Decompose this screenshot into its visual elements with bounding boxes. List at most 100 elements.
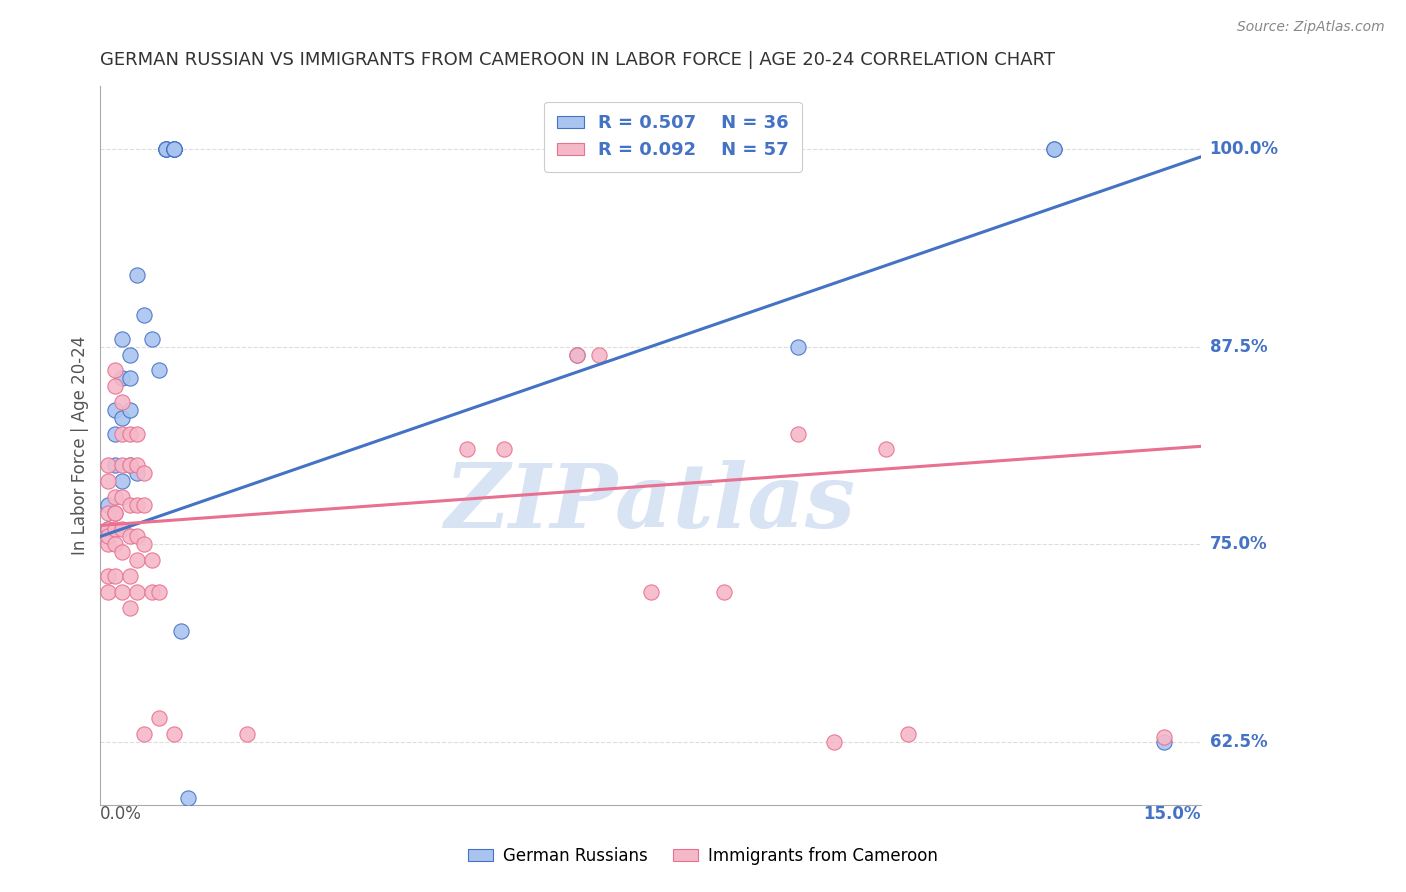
Point bbox=[1043, 142, 1066, 156]
Point bbox=[111, 458, 134, 473]
Point bbox=[125, 585, 148, 599]
Point bbox=[104, 490, 127, 504]
Point bbox=[155, 142, 177, 156]
Point bbox=[111, 585, 134, 599]
Point bbox=[148, 711, 170, 725]
Point bbox=[97, 474, 120, 488]
Point bbox=[97, 506, 120, 520]
Point bbox=[111, 522, 134, 536]
Point bbox=[492, 442, 515, 457]
Point bbox=[104, 363, 127, 377]
Point bbox=[118, 426, 141, 441]
Point bbox=[163, 142, 186, 156]
Point bbox=[104, 403, 127, 417]
Point bbox=[111, 426, 134, 441]
Point bbox=[104, 506, 127, 520]
Point bbox=[588, 347, 610, 361]
Point bbox=[118, 403, 141, 417]
Point bbox=[97, 529, 120, 543]
Point bbox=[155, 142, 177, 156]
Point bbox=[1153, 735, 1175, 749]
Point bbox=[111, 371, 134, 385]
Point bbox=[97, 585, 120, 599]
Text: GERMAN RUSSIAN VS IMMIGRANTS FROM CAMEROON IN LABOR FORCE | AGE 20-24 CORRELATIO: GERMAN RUSSIAN VS IMMIGRANTS FROM CAMERO… bbox=[100, 51, 1056, 69]
Point bbox=[141, 585, 163, 599]
Text: ZIPatlas: ZIPatlas bbox=[446, 460, 856, 546]
Point bbox=[897, 727, 920, 741]
Point bbox=[118, 371, 141, 385]
Point bbox=[111, 474, 134, 488]
Text: 15.0%: 15.0% bbox=[1143, 805, 1201, 823]
Legend: R = 0.507    N = 36, R = 0.092    N = 57: R = 0.507 N = 36, R = 0.092 N = 57 bbox=[544, 102, 801, 172]
Point bbox=[134, 498, 156, 512]
Point bbox=[118, 347, 141, 361]
Text: 75.0%: 75.0% bbox=[1209, 535, 1267, 553]
Point bbox=[118, 569, 141, 583]
Point bbox=[134, 308, 156, 322]
Point bbox=[104, 522, 127, 536]
Point bbox=[236, 727, 259, 741]
Point bbox=[134, 466, 156, 480]
Point bbox=[134, 727, 156, 741]
Point bbox=[118, 498, 141, 512]
Point bbox=[163, 727, 186, 741]
Point bbox=[640, 585, 662, 599]
Point bbox=[104, 458, 127, 473]
Point bbox=[155, 142, 177, 156]
Point bbox=[875, 442, 897, 457]
Text: 62.5%: 62.5% bbox=[1209, 733, 1267, 751]
Text: 87.5%: 87.5% bbox=[1209, 337, 1267, 356]
Point bbox=[823, 735, 845, 749]
Point bbox=[125, 426, 148, 441]
Point bbox=[567, 347, 589, 361]
Point bbox=[97, 522, 120, 536]
Point bbox=[148, 363, 170, 377]
Text: 0.0%: 0.0% bbox=[100, 805, 142, 823]
Point bbox=[163, 142, 186, 156]
Point bbox=[104, 426, 127, 441]
Point bbox=[125, 529, 148, 543]
Point bbox=[141, 553, 163, 567]
Point bbox=[125, 553, 148, 567]
Point bbox=[148, 585, 170, 599]
Point bbox=[111, 545, 134, 559]
Point bbox=[713, 585, 735, 599]
Point bbox=[104, 537, 127, 551]
Legend: German Russians, Immigrants from Cameroon: German Russians, Immigrants from Cameroo… bbox=[460, 838, 946, 873]
Point bbox=[125, 466, 148, 480]
Point bbox=[111, 332, 134, 346]
Point bbox=[155, 142, 177, 156]
Point bbox=[1153, 731, 1175, 745]
Point bbox=[134, 537, 156, 551]
Point bbox=[118, 600, 141, 615]
Point bbox=[456, 442, 478, 457]
Point bbox=[786, 340, 808, 354]
Point bbox=[104, 569, 127, 583]
Point bbox=[118, 458, 141, 473]
Text: 100.0%: 100.0% bbox=[1209, 140, 1278, 158]
Point bbox=[125, 498, 148, 512]
Point bbox=[118, 529, 141, 543]
Point bbox=[1043, 142, 1066, 156]
Point bbox=[97, 569, 120, 583]
Point bbox=[97, 498, 120, 512]
Point bbox=[111, 395, 134, 409]
Point bbox=[177, 790, 200, 805]
Point bbox=[567, 347, 589, 361]
Point bbox=[125, 458, 148, 473]
Point bbox=[170, 624, 193, 639]
Y-axis label: In Labor Force | Age 20-24: In Labor Force | Age 20-24 bbox=[72, 336, 89, 555]
Point bbox=[104, 379, 127, 393]
Point bbox=[163, 142, 186, 156]
Point bbox=[163, 142, 186, 156]
Point bbox=[104, 506, 127, 520]
Point bbox=[97, 537, 120, 551]
Point bbox=[111, 410, 134, 425]
Point bbox=[118, 458, 141, 473]
Point bbox=[163, 142, 186, 156]
Text: Source: ZipAtlas.com: Source: ZipAtlas.com bbox=[1237, 20, 1385, 34]
Point bbox=[786, 426, 808, 441]
Point bbox=[97, 458, 120, 473]
Point bbox=[125, 268, 148, 283]
Point bbox=[97, 522, 120, 536]
